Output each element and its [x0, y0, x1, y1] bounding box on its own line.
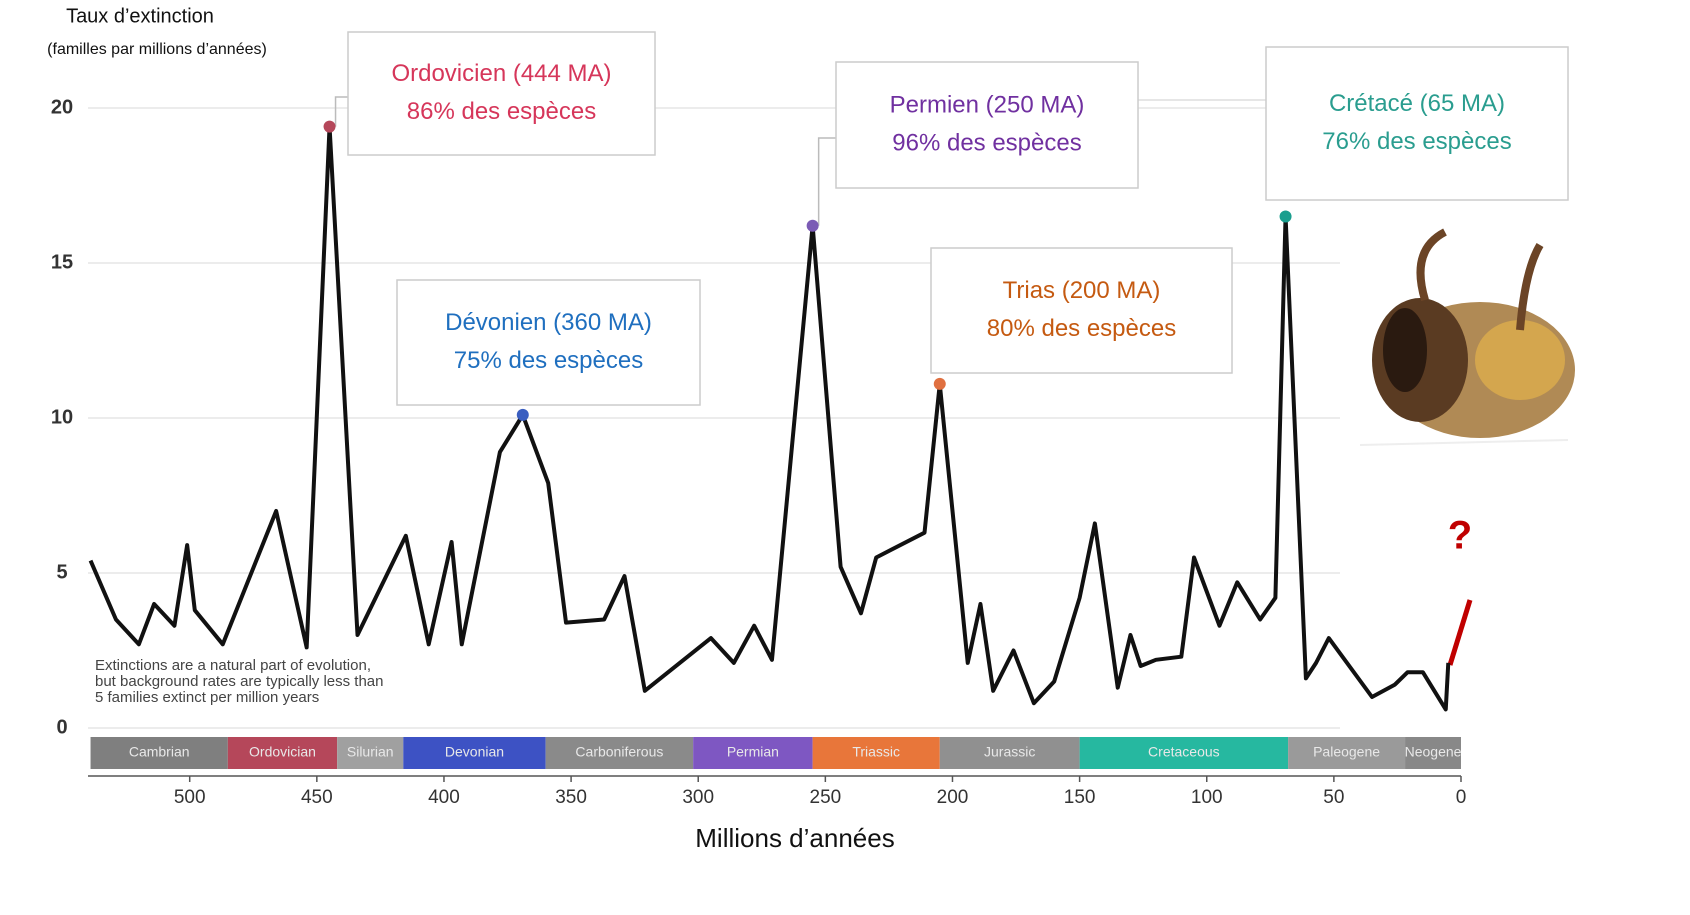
x-axis-title: Millions d’années — [695, 823, 894, 853]
x-tick-label: 150 — [1064, 787, 1096, 808]
peak-dot — [933, 377, 946, 390]
period-band — [693, 737, 813, 769]
annotation-text: 76% des espèces — [1322, 128, 1511, 155]
period-label: Silurian — [347, 744, 394, 760]
y-tick-label: 0 — [56, 716, 67, 738]
period-band — [939, 737, 1080, 769]
period-label: Cambrian — [129, 744, 190, 760]
x-tick-label: 350 — [555, 787, 587, 808]
annotation-text: 80% des espèces — [987, 315, 1176, 342]
y-tick-label: 15 — [51, 251, 73, 273]
annotation-box — [930, 247, 1233, 374]
annotation-box — [1265, 46, 1569, 201]
period-label: Neogene — [1405, 744, 1462, 760]
period-band — [90, 737, 228, 769]
period-band — [545, 737, 694, 769]
annotation-text: Trias (200 MA) — [1003, 277, 1161, 304]
annotation-text: Permien (250 MA) — [890, 91, 1085, 118]
period-band — [337, 737, 404, 769]
peak-dot — [806, 219, 819, 232]
period-label: Permian — [727, 744, 779, 760]
period-band — [403, 737, 546, 769]
period-label: Devonian — [445, 744, 504, 760]
note: 5 families extinct per million years — [95, 689, 319, 706]
y-axis-subtitle: (familles par millions d’années) — [47, 41, 267, 58]
peak-dot — [1279, 210, 1292, 223]
period-label: Cretaceous — [1148, 744, 1220, 760]
period-label: Paleogene — [1313, 744, 1380, 760]
annotation-text: 86% des espèces — [407, 98, 596, 125]
x-tick-label: 400 — [428, 787, 460, 808]
period-band — [812, 737, 940, 769]
question-mark: ? — [1448, 514, 1472, 558]
projection-arrow — [1447, 599, 1473, 666]
x-tick-label: 500 — [174, 787, 206, 808]
peak-dot — [516, 408, 529, 421]
annotation-text: Crétacé (65 MA) — [1329, 90, 1505, 117]
period-label: Carboniferous — [575, 744, 663, 760]
period-band — [227, 737, 338, 769]
y-tick-label: 20 — [51, 96, 73, 118]
annotation-box — [835, 61, 1139, 189]
y-tick-label: 5 — [56, 561, 67, 583]
period-label: Jurassic — [984, 744, 1035, 760]
annotation-box — [396, 279, 701, 406]
note: but background rates are typically less … — [95, 673, 384, 690]
annotation-text: 96% des espèces — [892, 129, 1081, 156]
x-tick-label: 50 — [1323, 787, 1344, 808]
x-tick-label: 300 — [682, 787, 714, 808]
annotation-text: 75% des espèces — [454, 347, 643, 374]
x-tick-label: 0 — [1456, 787, 1467, 808]
period-band — [1405, 737, 1461, 769]
y-axis-title: Taux d’extinction — [66, 5, 214, 27]
period-label: Triassic — [852, 744, 900, 760]
peak-dot — [323, 120, 336, 133]
bee-illustration — [1359, 228, 1575, 446]
x-tick-label: 200 — [937, 787, 969, 808]
leader-line — [817, 137, 836, 226]
leader-line — [334, 96, 348, 127]
annotation-box — [347, 31, 656, 156]
note: Extinctions are a natural part of evolut… — [95, 657, 371, 674]
annotation-text: Ordovicien (444 MA) — [391, 60, 611, 87]
period-band — [1288, 737, 1406, 769]
x-tick-label: 250 — [810, 787, 842, 808]
period-band — [1079, 737, 1289, 769]
y-tick-label: 10 — [51, 406, 73, 428]
annotation-text: Dévonien (360 MA) — [445, 309, 652, 336]
x-tick-label: 100 — [1191, 787, 1223, 808]
period-label: Ordovician — [249, 744, 316, 760]
x-tick-label: 450 — [301, 787, 333, 808]
